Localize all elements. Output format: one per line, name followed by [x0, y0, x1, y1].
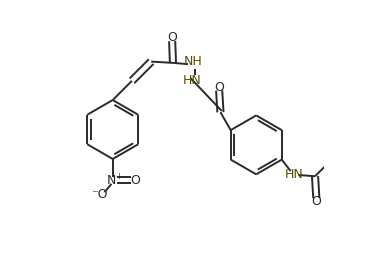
Text: ⁻O: ⁻O: [91, 188, 108, 201]
Text: +: +: [115, 172, 122, 181]
Text: O: O: [130, 174, 140, 187]
Text: O: O: [214, 81, 224, 93]
Text: N: N: [107, 174, 116, 187]
Text: O: O: [311, 195, 321, 208]
Text: HN: HN: [182, 74, 201, 87]
Text: NH: NH: [184, 55, 203, 68]
Text: HN: HN: [285, 168, 303, 181]
Text: O: O: [167, 31, 177, 44]
